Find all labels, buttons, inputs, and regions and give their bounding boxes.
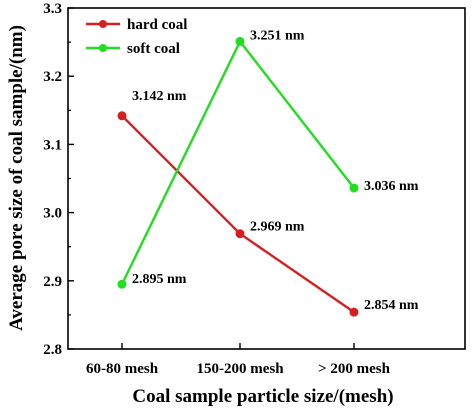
- y-axis-ticks: 2.8 2.9 3.0 3.1 3.2 3.3: [43, 1, 74, 358]
- data-point: [117, 111, 127, 121]
- data-label: 2.969 nm: [250, 220, 305, 235]
- series-line: [120, 39, 355, 285]
- x-tick-label: > 200 mesh: [318, 361, 391, 377]
- legend: hard coal soft coal: [86, 17, 187, 57]
- x-tick-label: 60-80 mesh: [86, 361, 159, 377]
- data-point: [349, 307, 359, 317]
- data-point: [235, 36, 245, 46]
- y-tick-label: 3.2: [43, 69, 62, 85]
- data-label: 3.251 nm: [250, 28, 305, 43]
- data-point: [117, 279, 127, 289]
- series-layer: 3.142 nm 2.969 nm 2.854 nm 2.895 nm 3.251 nm…: [117, 28, 419, 317]
- data-point: [349, 183, 359, 193]
- legend-swatch-marker: [99, 44, 107, 52]
- y-tick-label: 3.0: [43, 206, 62, 222]
- data-label: 2.854 nm: [364, 298, 419, 313]
- data-label: 2.895 nm: [132, 272, 187, 287]
- y-tick-label: 2.8: [43, 342, 62, 358]
- legend-item: hard coal: [86, 17, 187, 33]
- series-hard-coal: 3.142 nm 2.969 nm 2.854 nm: [117, 89, 419, 317]
- data-point: [235, 229, 245, 239]
- legend-item: soft coal: [86, 41, 180, 57]
- x-tick-label: 150-200 mesh: [196, 361, 284, 377]
- x-axis-title: Coal sample particle size/(mesh): [132, 386, 393, 407]
- y-tick-label: 3.3: [43, 1, 62, 17]
- data-label: 3.036 nm: [364, 179, 419, 194]
- y-tick-label: 2.9: [43, 274, 62, 290]
- legend-label: hard coal: [127, 17, 187, 33]
- data-label: 3.142 nm: [132, 89, 187, 104]
- x-axis-ticks: 60-80 mesh 150-200 mesh > 200 mesh: [86, 343, 391, 377]
- legend-swatch-marker: [99, 20, 107, 28]
- y-axis-title: Average pore size of coal sample/(nm): [6, 25, 27, 331]
- series-soft-coal: 2.895 nm 3.251 nm 3.036 nm: [117, 28, 419, 289]
- legend-label: soft coal: [127, 41, 180, 57]
- y-tick-label: 3.1: [43, 137, 62, 153]
